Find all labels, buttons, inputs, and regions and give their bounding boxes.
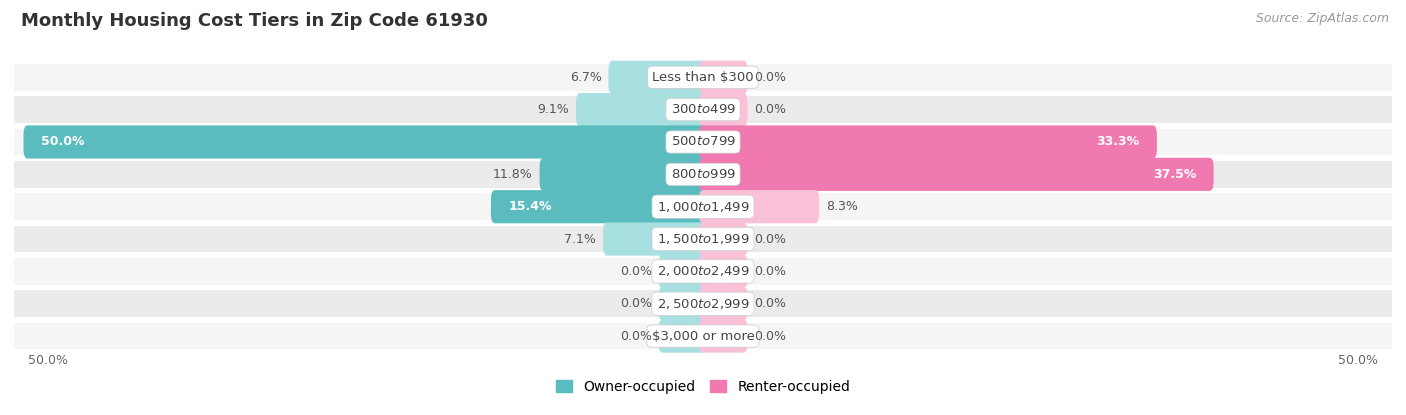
- FancyBboxPatch shape: [699, 255, 748, 288]
- FancyBboxPatch shape: [699, 61, 748, 94]
- FancyBboxPatch shape: [24, 125, 707, 159]
- FancyBboxPatch shape: [609, 61, 707, 94]
- Legend: Owner-occupied, Renter-occupied: Owner-occupied, Renter-occupied: [550, 374, 856, 399]
- FancyBboxPatch shape: [540, 158, 707, 191]
- Text: $3,000 or more: $3,000 or more: [651, 330, 755, 343]
- Text: 0.0%: 0.0%: [620, 330, 651, 343]
- Text: $800 to $999: $800 to $999: [671, 168, 735, 181]
- FancyBboxPatch shape: [658, 320, 707, 353]
- FancyBboxPatch shape: [603, 222, 707, 256]
- Text: 15.4%: 15.4%: [509, 200, 553, 213]
- Text: 50.0%: 50.0%: [28, 354, 67, 367]
- Text: 50.0%: 50.0%: [41, 135, 84, 149]
- Text: 0.0%: 0.0%: [620, 265, 651, 278]
- Text: $1,000 to $1,499: $1,000 to $1,499: [657, 200, 749, 214]
- Bar: [0, 64, 1406, 90]
- Bar: [0, 290, 1406, 317]
- FancyBboxPatch shape: [699, 287, 748, 320]
- Bar: [0, 258, 1406, 285]
- FancyBboxPatch shape: [576, 93, 707, 126]
- FancyBboxPatch shape: [699, 320, 748, 353]
- FancyBboxPatch shape: [699, 125, 1157, 159]
- Text: $300 to $499: $300 to $499: [671, 103, 735, 116]
- Text: 0.0%: 0.0%: [755, 71, 786, 84]
- Bar: [0, 193, 1406, 220]
- Text: 37.5%: 37.5%: [1153, 168, 1197, 181]
- Text: 0.0%: 0.0%: [755, 265, 786, 278]
- Text: 0.0%: 0.0%: [755, 232, 786, 246]
- FancyBboxPatch shape: [658, 255, 707, 288]
- Text: Source: ZipAtlas.com: Source: ZipAtlas.com: [1256, 12, 1389, 25]
- Text: Monthly Housing Cost Tiers in Zip Code 61930: Monthly Housing Cost Tiers in Zip Code 6…: [21, 12, 488, 30]
- FancyBboxPatch shape: [699, 93, 748, 126]
- Text: 7.1%: 7.1%: [564, 232, 596, 246]
- Text: 50.0%: 50.0%: [1339, 354, 1378, 367]
- Bar: [0, 96, 1406, 123]
- FancyBboxPatch shape: [699, 190, 820, 223]
- Bar: [0, 226, 1406, 252]
- FancyBboxPatch shape: [658, 287, 707, 320]
- Bar: [0, 323, 1406, 349]
- Text: 0.0%: 0.0%: [755, 330, 786, 343]
- Text: 11.8%: 11.8%: [494, 168, 533, 181]
- Text: 0.0%: 0.0%: [755, 103, 786, 116]
- Text: 0.0%: 0.0%: [620, 297, 651, 310]
- Bar: [0, 161, 1406, 188]
- Text: 8.3%: 8.3%: [825, 200, 858, 213]
- Text: 9.1%: 9.1%: [537, 103, 569, 116]
- Bar: [0, 129, 1406, 155]
- Text: $1,500 to $1,999: $1,500 to $1,999: [657, 232, 749, 246]
- FancyBboxPatch shape: [699, 158, 1213, 191]
- Text: $2,500 to $2,999: $2,500 to $2,999: [657, 297, 749, 311]
- Text: Less than $300: Less than $300: [652, 71, 754, 84]
- Text: $2,000 to $2,499: $2,000 to $2,499: [657, 264, 749, 278]
- Text: $500 to $799: $500 to $799: [671, 135, 735, 149]
- Text: 0.0%: 0.0%: [755, 297, 786, 310]
- FancyBboxPatch shape: [491, 190, 707, 223]
- Text: 33.3%: 33.3%: [1097, 135, 1139, 149]
- Text: 6.7%: 6.7%: [569, 71, 602, 84]
- FancyBboxPatch shape: [699, 222, 748, 256]
